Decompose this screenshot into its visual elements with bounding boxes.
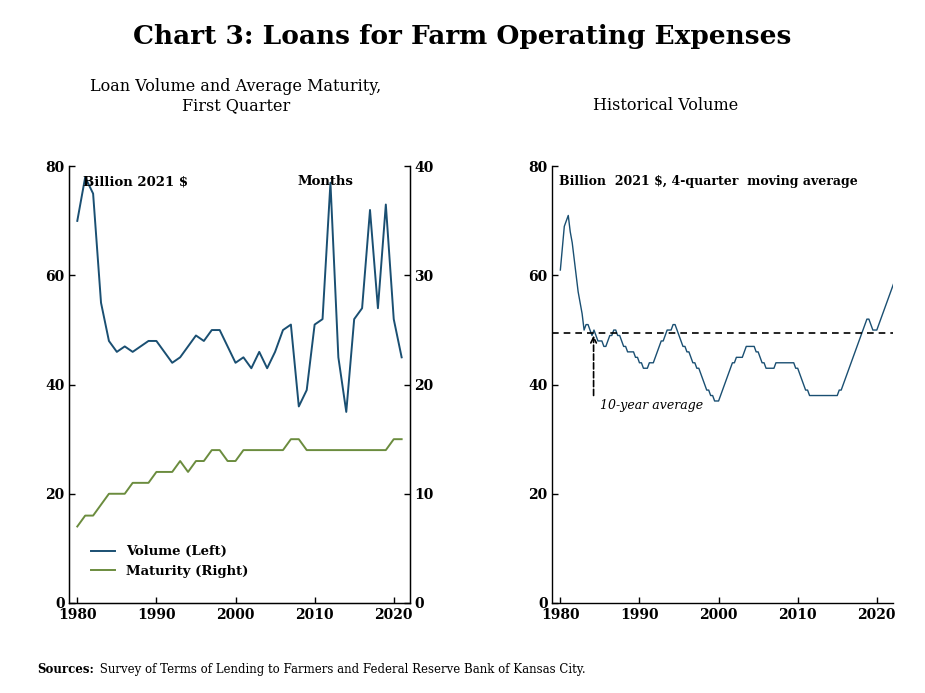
Volume (Left) — [198, 337, 209, 345]
Maturity (Right) — [349, 446, 360, 455]
Volume (Left) — [349, 315, 360, 324]
Maturity (Right) — [356, 446, 367, 455]
Volume (Left) — [95, 299, 106, 307]
Volume (Left) — [317, 315, 328, 324]
Line: Volume (Left): Volume (Left) — [78, 177, 401, 412]
Volume (Left) — [191, 331, 202, 340]
Maturity (Right) — [238, 446, 249, 455]
Maturity (Right) — [333, 446, 344, 455]
Volume (Left) — [143, 337, 154, 345]
Maturity (Right) — [396, 435, 407, 444]
Maturity (Right) — [159, 468, 170, 476]
Maturity (Right) — [285, 435, 296, 444]
Volume (Left) — [135, 342, 146, 351]
Maturity (Right) — [302, 446, 313, 455]
Maturity (Right) — [72, 523, 83, 531]
Maturity (Right) — [88, 511, 99, 520]
Volume (Left) — [182, 342, 193, 351]
Text: Chart 3: Loans for Farm Operating Expenses: Chart 3: Loans for Farm Operating Expens… — [133, 24, 792, 49]
Legend: Volume (Left), Maturity (Right): Volume (Left), Maturity (Right) — [86, 540, 253, 584]
Maturity (Right) — [151, 468, 162, 476]
Volume (Left) — [246, 364, 257, 372]
Volume (Left) — [278, 326, 289, 334]
Volume (Left) — [166, 359, 178, 367]
Text: 10-year average: 10-year average — [600, 399, 703, 412]
Maturity (Right) — [309, 446, 320, 455]
Text: Billion 2021 $: Billion 2021 $ — [83, 175, 188, 188]
Text: Loan Volume and Average Maturity,
First Quarter: Loan Volume and Average Maturity, First … — [91, 78, 381, 114]
Maturity (Right) — [95, 500, 106, 509]
Maturity (Right) — [135, 479, 146, 487]
Maturity (Right) — [80, 511, 91, 520]
Volume (Left) — [285, 320, 296, 328]
Maturity (Right) — [278, 446, 289, 455]
Volume (Left) — [396, 353, 407, 362]
Volume (Left) — [238, 353, 249, 362]
Maturity (Right) — [373, 446, 384, 455]
Volume (Left) — [119, 342, 130, 351]
Volume (Left) — [333, 353, 344, 362]
Maturity (Right) — [119, 489, 130, 498]
Maturity (Right) — [166, 468, 178, 476]
Volume (Left) — [80, 173, 91, 182]
Maturity (Right) — [127, 479, 138, 487]
Volume (Left) — [72, 217, 83, 225]
Volume (Left) — [309, 320, 320, 328]
Maturity (Right) — [317, 446, 328, 455]
Volume (Left) — [88, 189, 99, 198]
Volume (Left) — [269, 348, 280, 356]
Maturity (Right) — [262, 446, 273, 455]
Volume (Left) — [159, 348, 170, 356]
Maturity (Right) — [191, 457, 202, 465]
Text: Months: Months — [297, 175, 353, 188]
Maturity (Right) — [388, 435, 400, 444]
Volume (Left) — [356, 304, 367, 313]
Volume (Left) — [104, 337, 115, 345]
Maturity (Right) — [246, 446, 257, 455]
Maturity (Right) — [325, 446, 336, 455]
Volume (Left) — [127, 348, 138, 356]
Maturity (Right) — [380, 446, 391, 455]
Maturity (Right) — [143, 479, 154, 487]
Text: Sources:: Sources: — [37, 663, 93, 676]
Maturity (Right) — [222, 457, 233, 465]
Text: Billion  2021 $, 4-quarter  moving average: Billion 2021 $, 4-quarter moving average — [560, 175, 858, 188]
Volume (Left) — [262, 364, 273, 372]
Maturity (Right) — [293, 435, 304, 444]
Maturity (Right) — [215, 446, 226, 455]
Maturity (Right) — [104, 489, 115, 498]
Volume (Left) — [253, 348, 265, 356]
Volume (Left) — [388, 315, 400, 324]
Text: Survey of Terms of Lending to Farmers and Federal Reserve Bank of Kansas City.: Survey of Terms of Lending to Farmers an… — [96, 663, 586, 676]
Maturity (Right) — [175, 457, 186, 465]
Volume (Left) — [380, 200, 391, 209]
Maturity (Right) — [269, 446, 280, 455]
Maturity (Right) — [111, 489, 122, 498]
Volume (Left) — [111, 348, 122, 356]
Maturity (Right) — [340, 446, 352, 455]
Volume (Left) — [373, 304, 384, 313]
Volume (Left) — [364, 206, 376, 214]
Text: Historical Volume: Historical Volume — [593, 97, 739, 114]
Volume (Left) — [230, 359, 241, 367]
Maturity (Right) — [198, 457, 209, 465]
Volume (Left) — [175, 353, 186, 362]
Maturity (Right) — [364, 446, 376, 455]
Volume (Left) — [215, 326, 226, 334]
Maturity (Right) — [206, 446, 217, 455]
Volume (Left) — [293, 402, 304, 410]
Volume (Left) — [151, 337, 162, 345]
Volume (Left) — [302, 386, 313, 394]
Volume (Left) — [222, 342, 233, 351]
Maturity (Right) — [182, 468, 193, 476]
Volume (Left) — [340, 407, 352, 416]
Maturity (Right) — [230, 457, 241, 465]
Volume (Left) — [325, 179, 336, 187]
Line: Maturity (Right): Maturity (Right) — [78, 439, 401, 527]
Maturity (Right) — [253, 446, 265, 455]
Volume (Left) — [206, 326, 217, 334]
